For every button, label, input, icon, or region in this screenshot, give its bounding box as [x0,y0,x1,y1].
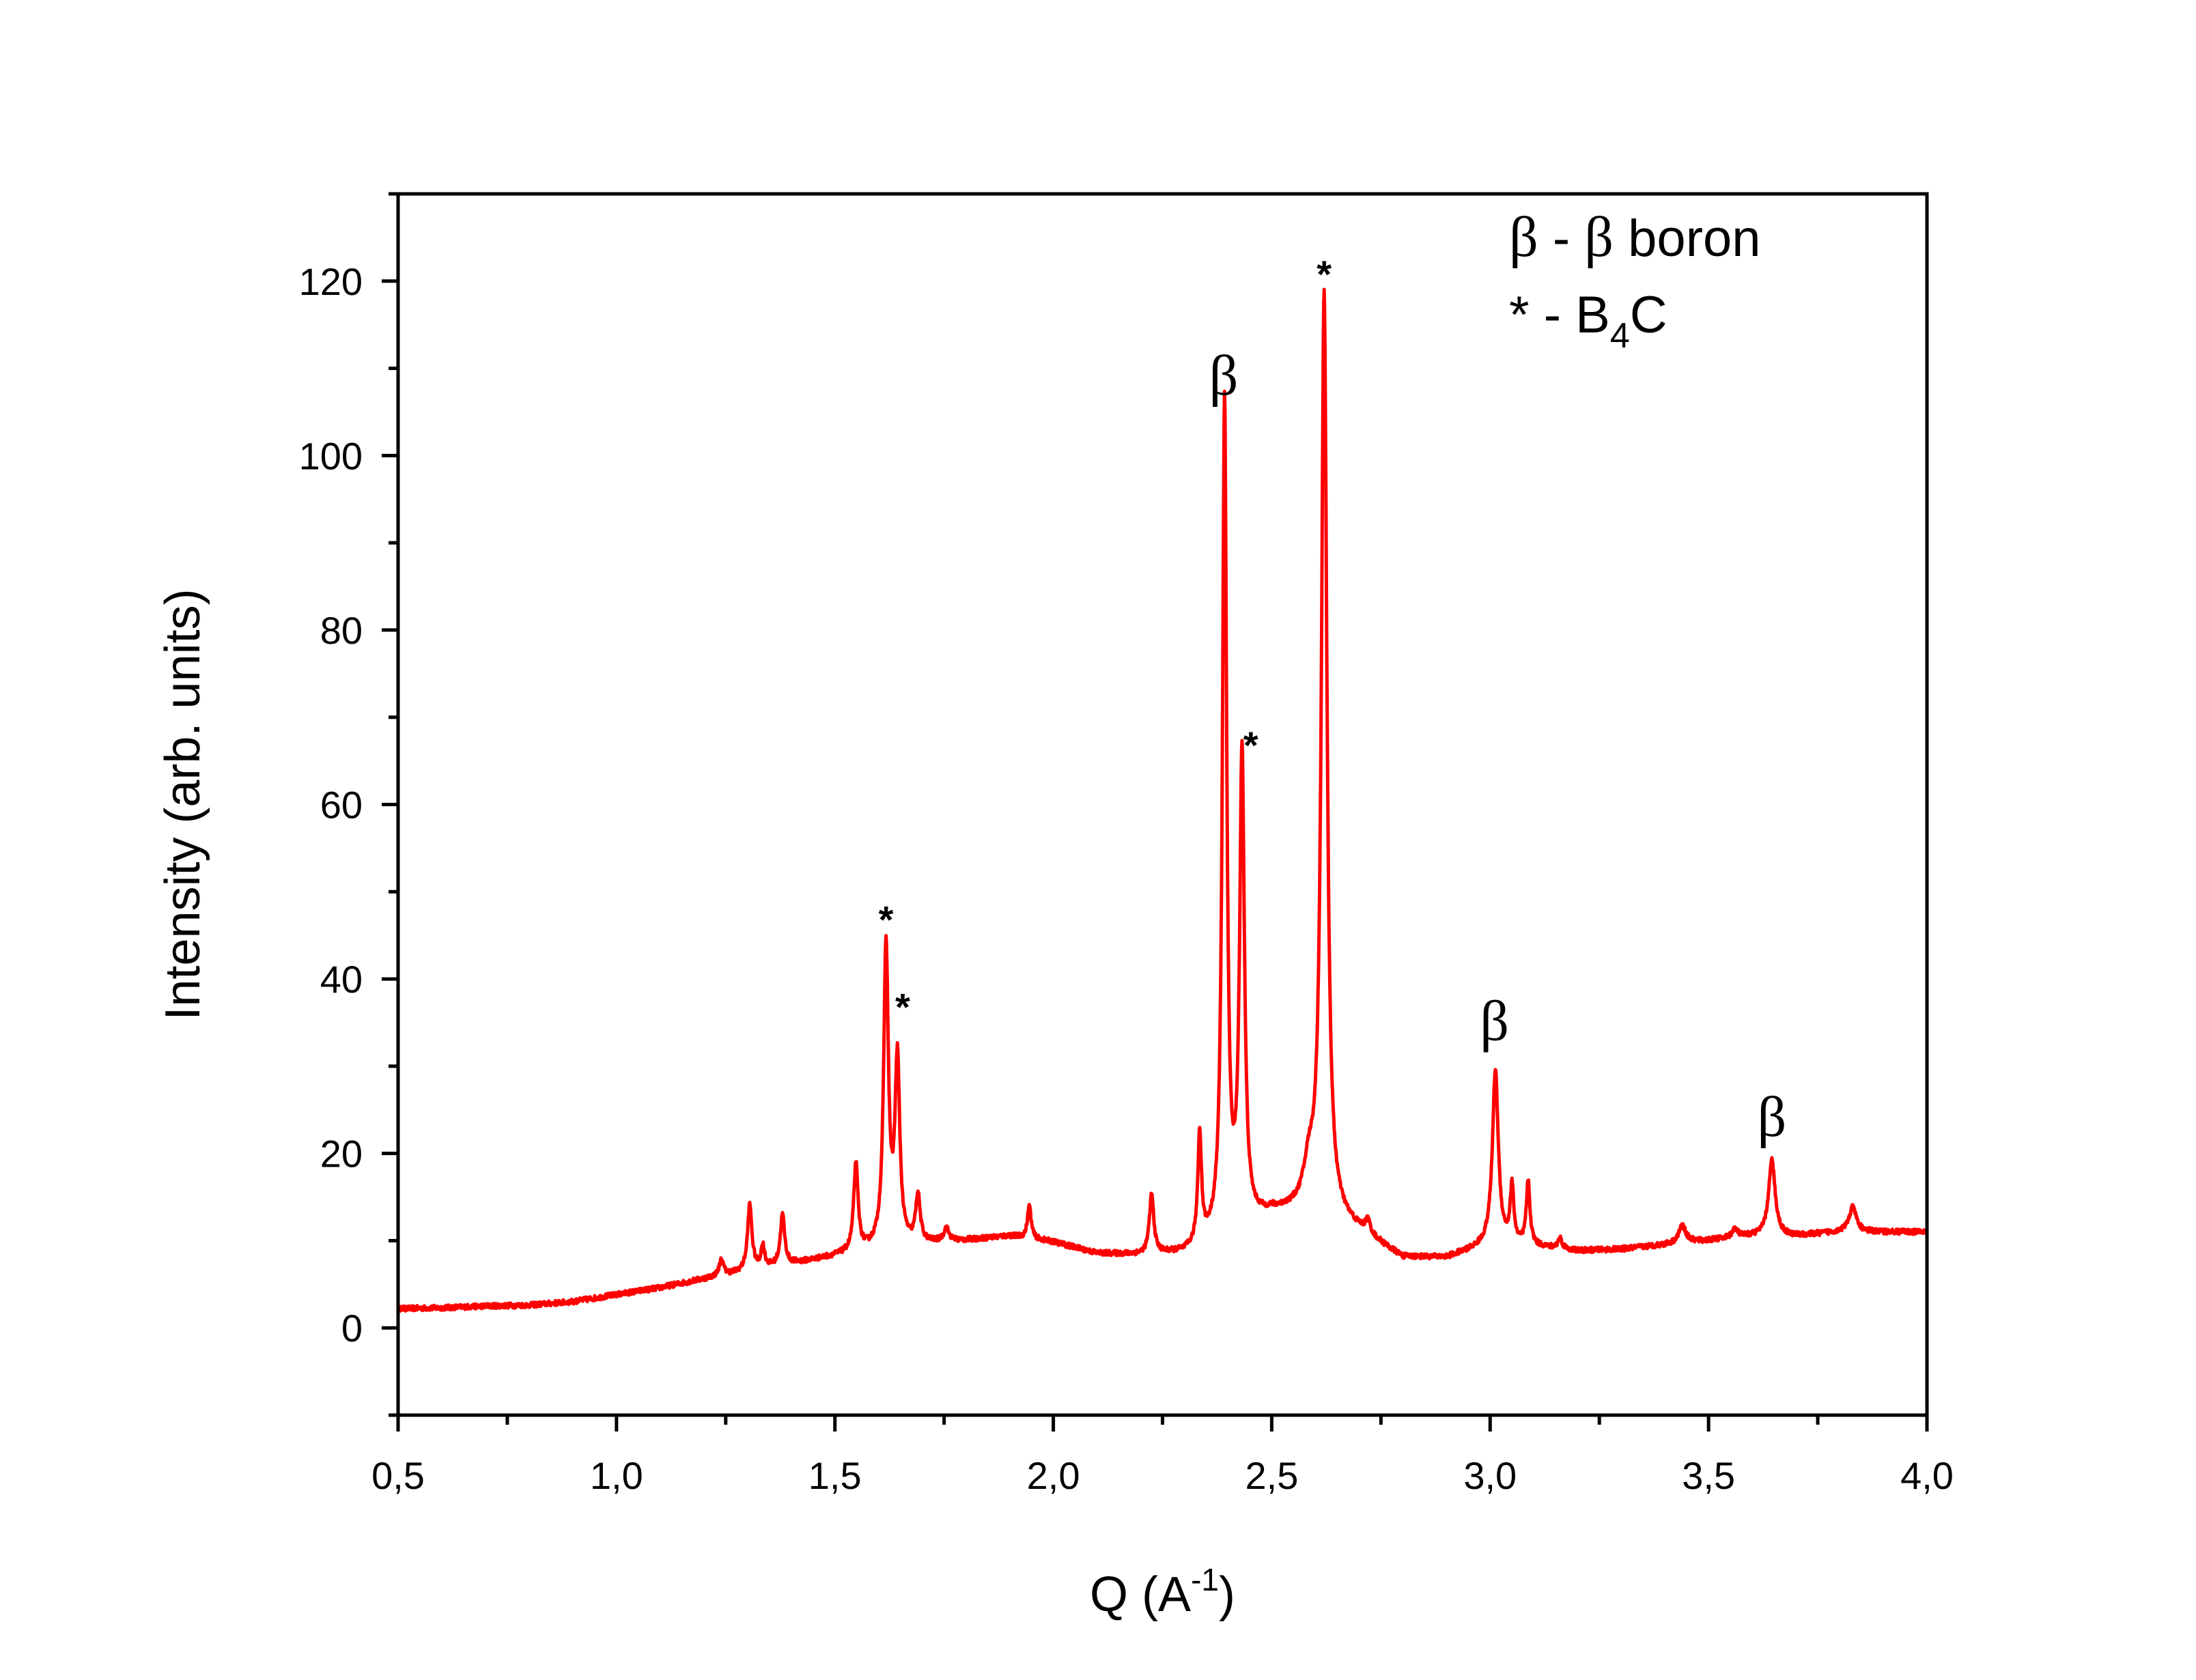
x-tick-label: 0,5 [371,1454,425,1497]
legend-entry-beta-boron: β - β boron [1509,205,1761,269]
y-axis-title: Intensity (arb. units) [156,588,210,1020]
x-tick-label: 3,5 [1682,1454,1735,1497]
x-tick-label: 2,5 [1245,1454,1298,1497]
x-axis-title-main: Q (A [1090,1567,1191,1622]
y-tick-label: 60 [320,784,363,827]
beta-boron-peak-marker: β [1209,344,1239,408]
legend-sub-4: 4 [1610,316,1630,356]
y-tick-label: 120 [299,260,363,303]
y-tick-label: 0 [341,1307,363,1350]
legend-entry-b4c: * - B4C [1509,286,1667,356]
x-tick-label: 1,5 [808,1454,862,1497]
y-tick-label: 20 [320,1133,363,1176]
b4c-peak-marker: * [879,898,894,941]
b4c-peak-marker: * [1243,724,1258,767]
x-tick-label: 2,0 [1027,1454,1080,1497]
legend: β - β boron * - B4C [1509,205,1761,356]
legend-beta-text: boron [1614,210,1761,268]
x-tick-label: 4,0 [1900,1454,1954,1497]
legend-c-text: C [1630,286,1667,344]
x-tick-label: 3,0 [1463,1454,1517,1497]
y-tick-label: 100 [299,434,363,477]
y-axis: 0 20 40 60 80 100 120 [299,192,398,1417]
x-axis-title: Q (A-1) [1090,1562,1235,1622]
peak-annotations: * * β * * β β [879,253,1787,1149]
legend-beta-symbol-2: β [1584,205,1614,269]
legend-sep-2: - B [1530,286,1610,344]
b4c-peak-marker: * [1317,253,1332,296]
y-tick-label: 80 [320,609,363,652]
legend-beta-symbol: β [1509,205,1538,269]
y-tick-label: 40 [320,958,363,1001]
x-tick-label: 1,0 [590,1454,643,1497]
beta-boron-peak-marker: β [1758,1085,1787,1149]
plot-frame [396,192,1929,1417]
x-axis-title-sup: -1 [1191,1562,1219,1597]
legend-star-symbol: * [1509,286,1530,344]
plot-area [396,192,1929,1417]
intensity-line [396,287,1928,1313]
legend-sep-1: - [1538,210,1585,268]
b4c-peak-marker: * [895,985,910,1028]
beta-boron-peak-marker: β [1480,990,1509,1053]
x-axis-title-close: ) [1219,1567,1235,1622]
x-axis: 0,5 1,0 1,5 2,0 2,5 3,0 3,5 4,0 [371,1415,1954,1497]
